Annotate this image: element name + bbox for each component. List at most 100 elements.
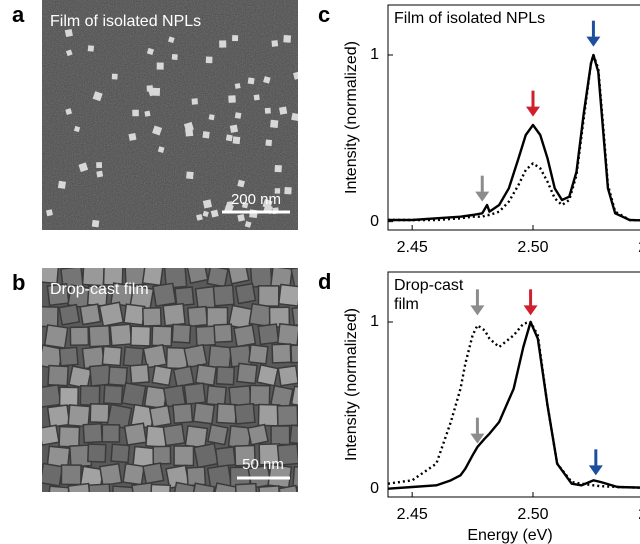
nanoplatelet	[232, 35, 239, 42]
nanoplatelet	[225, 134, 233, 142]
nanoplatelet	[171, 53, 178, 60]
nanoplatelet	[229, 124, 239, 133]
nanoplatelet	[47, 364, 69, 387]
arrow-head	[586, 36, 601, 47]
nanoplatelet	[270, 119, 279, 129]
nanoplatelet	[142, 462, 165, 485]
nanoplatelet	[299, 443, 322, 466]
nanoplatelet	[264, 107, 271, 114]
y-axis-label: Intensity (normalized)	[343, 308, 360, 461]
nanoplatelet	[58, 303, 81, 326]
nanoplatelet	[257, 403, 281, 427]
nanoplatelet	[276, 322, 298, 347]
nanoplatelet	[211, 482, 238, 492]
nanoplatelet	[132, 109, 139, 117]
scale-bar-label: 50 nm	[242, 456, 284, 473]
nanoplatelet	[110, 485, 134, 492]
nanoplatelet	[102, 384, 124, 405]
arrow	[526, 90, 540, 117]
nanoplatelet	[237, 213, 245, 222]
nanoplatelet	[122, 346, 145, 368]
nanoplatelet	[146, 47, 154, 56]
nanoplatelet	[67, 482, 92, 492]
nanoplatelet	[271, 40, 279, 47]
nanoplatelet	[67, 404, 91, 428]
nanoplatelet	[128, 132, 137, 141]
nanoplatelet	[69, 326, 90, 346]
nanoplatelet	[277, 283, 298, 307]
nanoplatelet	[109, 323, 133, 347]
y-tick-label: 1	[370, 313, 379, 330]
nanoplatelet	[257, 323, 280, 346]
nanoplatelet	[98, 301, 125, 327]
nanoplatelet	[64, 29, 73, 38]
nanoplatelet	[232, 136, 241, 145]
nanoplatelet	[123, 303, 146, 326]
nanoplatelet	[194, 363, 218, 387]
image-caption: Film of isolated NPLs	[50, 13, 201, 30]
nanoplatelet	[184, 425, 209, 449]
nanoplatelet	[183, 121, 194, 132]
nanoplatelet	[291, 112, 298, 122]
nanoplatelet	[46, 209, 53, 217]
nanoplatelet	[290, 385, 298, 409]
nanoplatelet	[228, 95, 236, 103]
nanoplatelet	[258, 485, 281, 492]
nanoplatelet	[42, 424, 60, 446]
nanoplatelet	[241, 202, 249, 209]
nanoplatelet	[274, 164, 282, 173]
nanoplatelet	[42, 384, 62, 408]
nanoplatelet	[91, 219, 100, 228]
nanoplatelet	[73, 125, 81, 133]
nanoplatelet	[253, 94, 260, 101]
spectrum-line	[388, 53, 640, 222]
panel-label: d	[318, 269, 331, 294]
nanoplatelet	[206, 268, 229, 288]
arrow-head	[523, 305, 538, 316]
nanoplatelet	[142, 306, 162, 327]
nanoplatelet	[47, 485, 70, 492]
nanoplatelet	[283, 34, 292, 43]
nanoplatelet	[82, 422, 104, 444]
nanoplatelet	[213, 323, 233, 344]
nanoplatelet	[297, 482, 298, 492]
nanoplatelet	[207, 344, 233, 370]
nanoplatelet	[244, 220, 252, 228]
nanoplatelet	[172, 481, 196, 492]
nanoplatelet	[183, 382, 207, 406]
nanoplatelet	[196, 213, 203, 221]
nanoplatelet	[174, 286, 195, 307]
nanoplatelet	[148, 89, 155, 97]
nanoplatelet	[42, 305, 59, 328]
nanoplatelet	[60, 464, 82, 486]
arrow-head	[526, 106, 540, 117]
nanoplatelet	[46, 283, 70, 307]
nanoplatelet	[96, 162, 103, 169]
nanoplatelet	[193, 442, 219, 469]
nanoplatelet	[58, 346, 79, 367]
nanoplatelet	[276, 404, 298, 427]
scale-bar-label: 200 nm	[231, 191, 281, 208]
nanoplatelet	[88, 324, 111, 348]
x-tick-label: 2.55	[638, 506, 640, 523]
nanoplatelet	[191, 98, 198, 105]
nanoplatelet	[57, 180, 67, 189]
nanoplatelet	[87, 443, 107, 463]
nanoplatelet	[210, 209, 219, 218]
nanoplatelet	[148, 404, 172, 428]
nanoplatelet	[186, 305, 209, 328]
nanoplatelet	[58, 386, 80, 407]
nanoplatelet	[257, 285, 280, 307]
nanoplatelet	[168, 36, 175, 44]
nanoplatelet	[58, 425, 81, 448]
nanoplatelet	[121, 382, 147, 408]
micrograph-a	[42, 0, 298, 230]
nanoplatelet	[173, 445, 195, 467]
nanoplatelet	[42, 462, 64, 487]
nanoplatelet	[262, 198, 273, 209]
nanoplatelet	[256, 364, 279, 387]
nanoplatelet	[186, 268, 209, 284]
nanoplatelet	[98, 462, 123, 487]
nanoplatelet	[233, 324, 257, 348]
nanoplatelet	[144, 110, 151, 117]
